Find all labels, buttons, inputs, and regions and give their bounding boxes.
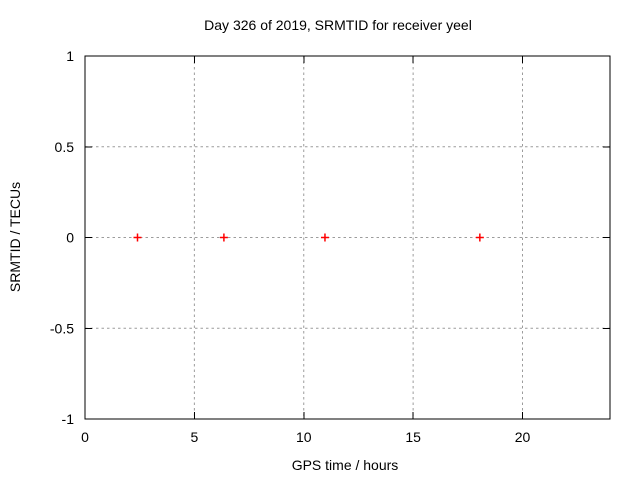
data-point-marker <box>475 233 484 242</box>
x-tick-label: 0 <box>81 429 89 445</box>
axes-layer <box>84 55 611 420</box>
y-tick-label: -0.5 <box>50 320 74 336</box>
chart-title: Day 326 of 2019, SRMTID for receiver yee… <box>204 17 472 33</box>
x-tick-label: 15 <box>405 429 421 445</box>
grid-layer <box>85 56 610 419</box>
data-point-marker <box>219 233 228 242</box>
y-axis-label: SRMTID / TECUs <box>7 182 23 292</box>
y-tick-label: 1 <box>66 48 74 64</box>
tick-labels-layer: 0 5 10 15 20 -1 -0.5 0 0.5 1 <box>50 48 531 445</box>
x-axis-label: GPS time / hours <box>292 457 399 473</box>
data-point-marker <box>133 233 142 242</box>
x-tick-label: 20 <box>515 429 531 445</box>
y-tick-label: 0.5 <box>55 139 75 155</box>
x-tick-label: 5 <box>190 429 198 445</box>
y-tick-label: 0 <box>66 230 74 246</box>
data-point-marker <box>320 233 329 242</box>
data-points-layer <box>133 233 484 242</box>
x-tick-label: 10 <box>296 429 312 445</box>
y-tick-label: -1 <box>62 411 75 427</box>
